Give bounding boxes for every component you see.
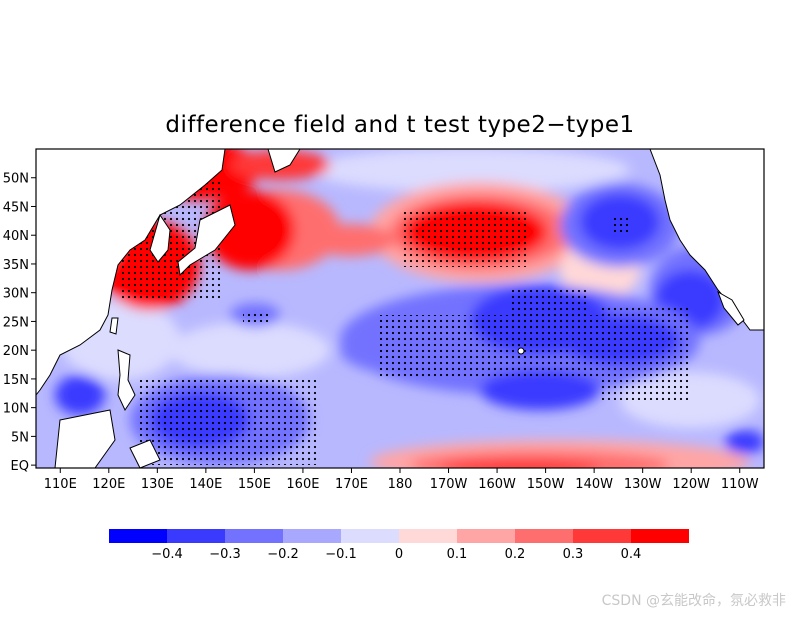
- colorbar: −0.4 −0.3 −0.2 −0.1 0 0.1 0.2 0.3 0.4: [109, 529, 689, 562]
- lat-tick-label: 5N: [11, 430, 29, 445]
- colorbar-swatch: [573, 529, 631, 543]
- colorbar-label: −0.3: [209, 547, 241, 562]
- colorbar-swatch: [515, 529, 573, 543]
- lon-tick-label: 130E: [141, 477, 174, 492]
- colorbar-label: 0.4: [621, 547, 642, 562]
- lat-tick-label: 30N: [3, 287, 29, 302]
- lat-tick-label: 25N: [3, 315, 29, 330]
- colorbar-label: 0: [395, 547, 403, 562]
- lat-tick-label: 40N: [3, 229, 29, 244]
- lon-tick-label: 130W: [624, 477, 662, 492]
- lon-tick-label: 110E: [44, 477, 77, 492]
- colorbar-swatch: [167, 529, 225, 543]
- significance-stipple: [120, 180, 690, 465]
- colorbar-swatch: [225, 529, 283, 543]
- land: [36, 149, 764, 468]
- colorbar-label: 0.2: [505, 547, 526, 562]
- latitude-axis: 50N 45N 40N 35N 30N 25N 20N 15N 10N 5N EQ: [3, 172, 36, 474]
- colorbar-swatch: [283, 529, 341, 543]
- lon-tick-label: 180: [388, 477, 413, 492]
- shaded-field: [36, 149, 764, 468]
- figure-title: difference field and t test type2−type1: [165, 112, 635, 138]
- lat-tick-label: 15N: [3, 373, 29, 388]
- lon-tick-label: 140E: [189, 477, 222, 492]
- lon-tick-label: 140W: [575, 477, 613, 492]
- colorbar-label: 0.1: [447, 547, 468, 562]
- colorbar-label: −0.1: [325, 547, 357, 562]
- lat-tick-label: 20N: [3, 344, 29, 359]
- colorbar-swatch: [341, 529, 399, 543]
- colorbar-swatch: [399, 529, 457, 543]
- lon-tick-label: 160E: [286, 477, 319, 492]
- colorbar-swatch: [631, 529, 689, 543]
- lon-tick-label: 150E: [238, 477, 271, 492]
- colorbar-label: −0.4: [151, 547, 183, 562]
- longitude-axis: 110E 120E 130E 140E 150E 160E 170E 180 170W 160W 1…: [44, 468, 759, 492]
- lon-tick-label: 110W: [721, 477, 759, 492]
- colorbar-swatch: [457, 529, 515, 543]
- lat-tick-label: 10N: [3, 402, 29, 417]
- lat-tick-label: 50N: [3, 172, 29, 187]
- lon-tick-label: 120W: [672, 477, 710, 492]
- lat-tick-label: 45N: [3, 200, 29, 215]
- lon-tick-label: 150W: [527, 477, 565, 492]
- lon-tick-label: 170W: [430, 477, 468, 492]
- colorbar-label: 0.3: [563, 547, 584, 562]
- lat-tick-label: 35N: [3, 258, 29, 273]
- watermark: CSDN @玄能改命，氛必救非: [601, 593, 786, 609]
- lat-tick-label: EQ: [11, 459, 29, 474]
- colorbar-label: −0.2: [267, 547, 299, 562]
- lon-tick-label: 160W: [478, 477, 516, 492]
- colorbar-swatch: [109, 529, 167, 543]
- lon-tick-label: 120E: [92, 477, 125, 492]
- lon-tick-label: 170E: [335, 477, 368, 492]
